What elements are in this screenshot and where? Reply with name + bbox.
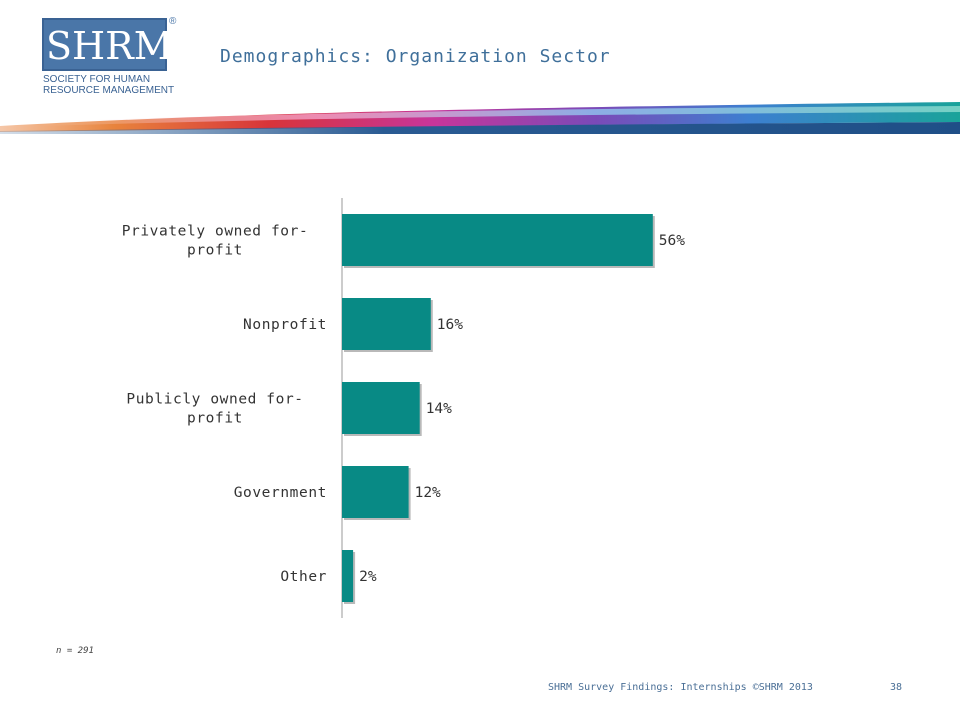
category-label: Publicly owned for-profit [126,392,303,427]
decorative-banner [0,102,960,134]
category-label: Privately owned for-profit [122,224,309,259]
bar-value-label: 12% [415,485,441,501]
category-label: Nonprofit [243,317,327,333]
page-title: Demographics: Organization Sector [220,46,611,67]
category-label: Government [234,485,327,501]
shrm-logo: SHRM ® SOCIETY FOR HUMAN RESOURCE MANAGE… [42,16,182,98]
category-label-line: Nonprofit [243,317,327,333]
category-label: Other [280,569,327,585]
sector-bar-chart: 56% Privately owned for-profit 16% Nonprofi… [122,198,685,618]
bar-value-label: 14% [426,401,452,417]
category-label-line: Government [234,485,327,501]
bar [342,382,420,434]
page-number: 38 [890,682,903,693]
footer-citation: SHRM Survey Findings: Internships ©SHRM … [548,682,813,693]
category-label-line: profit [187,411,243,427]
logo-tagline-line-2: RESOURCE MANAGEMENT [43,85,175,96]
logo-mark: SHRM [46,24,173,68]
category-label-line: Privately owned for- [122,224,309,240]
logo-tagline-line-1: SOCIETY FOR HUMAN [43,74,151,85]
bar-value-label: 16% [437,317,463,333]
category-label-line: Other [280,569,327,585]
bar-value-label: 2% [359,569,377,585]
bar [342,550,354,602]
logo-box: SHRM [42,18,173,71]
category-label-line: profit [187,243,243,259]
bar-value-label: 56% [659,233,685,249]
category-label-line: Publicly owned for- [126,392,303,408]
bar [342,214,653,266]
bar [342,298,431,350]
logo-registered-mark: ® [169,16,177,27]
sample-size-footnote: n = 291 [56,646,94,656]
bar [342,466,409,518]
